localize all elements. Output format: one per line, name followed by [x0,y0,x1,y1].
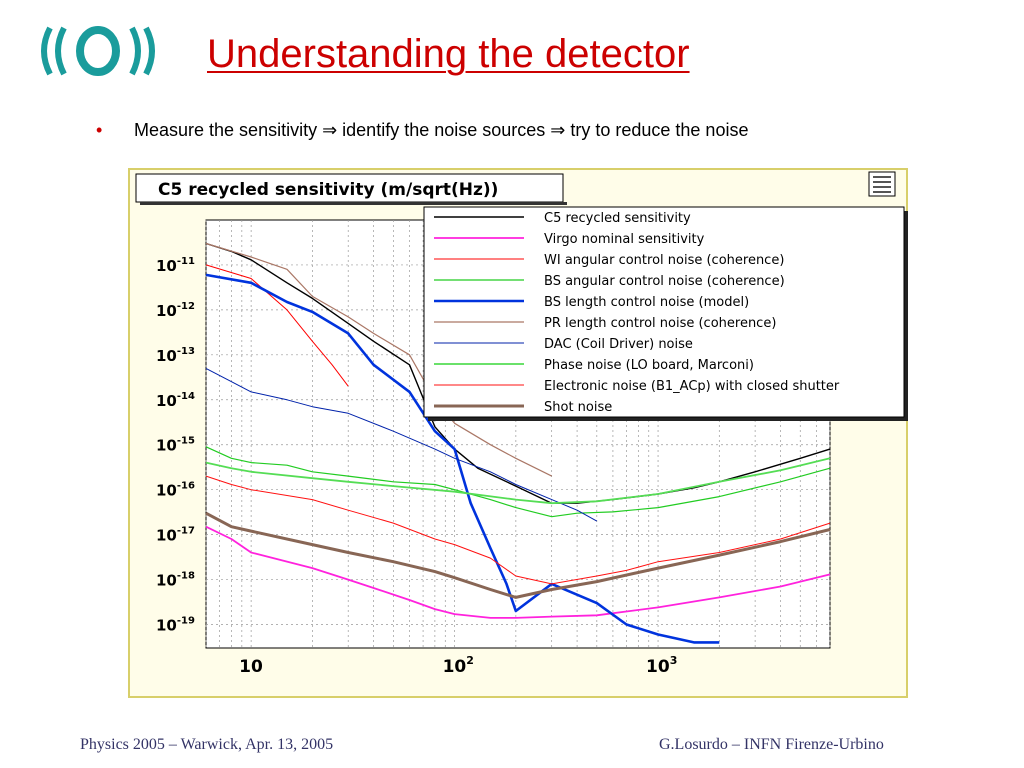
sensitivity-chart: 10-11 10-12 10-13 10-14 10-15 10-16 10-17 10-18… [135,171,908,677]
y-tick-label: 10-19 [156,615,195,634]
chart-title: C5 recycled sensitivity (m/sqrt(Hz)) [158,180,498,200]
legend-label: Electronic noise (B1_ACp) with closed sh… [544,379,840,394]
x-tick-label: 103 [646,654,677,677]
chart-title-shadow [140,202,567,205]
y-tick-label: 10-13 [156,346,195,365]
legend-label: Virgo nominal sensitivity [544,232,705,247]
bullet-marker: • [96,120,103,140]
legend-label: C5 recycled sensitivity [544,211,691,226]
series-line [205,511,831,599]
legend-label: Phase noise (LO board, Marconi) [544,358,754,373]
series-line [205,367,598,522]
y-tick-label: 10-12 [156,301,195,320]
footer-left: Physics 2005 – Warwick, Apr. 13, 2005 [80,736,334,753]
legend-items: C5 recycled sensitivity Virgo nominal sen… [434,211,840,415]
chart-title-box [135,173,564,203]
series-line [205,475,831,585]
x-tick-label: 10 [239,657,263,677]
stats-box-icon [868,171,896,197]
series-line [205,242,552,477]
curves [205,242,831,644]
x-axis-labels: 10 102 103 [239,654,677,677]
y-tick-label: 10-17 [156,526,195,545]
series-line [205,264,349,387]
legend-label: WI angular control noise (coherence) [544,253,784,268]
legend-label: PR length control noise (coherence) [544,316,776,331]
legend-label: DAC (Coil Driver) noise [544,337,693,352]
series-line [205,273,720,644]
bullet-item: • Measure the sensitivity ⇒ identify the … [96,120,748,141]
slide-title: Understanding the detector [207,32,690,76]
y-tick-label: 10-14 [156,391,195,410]
y-tick-label: 10-18 [156,571,195,590]
y-tick-label: 10-15 [156,436,195,455]
bullet-text: Measure the sensitivity ⇒ identify the n… [134,120,749,140]
footer-right: G.Losurdo – INFN Firenze-Urbino [659,736,884,753]
x-tick-label: 102 [443,654,474,677]
y-axis-labels: 10-11 10-12 10-13 10-14 10-15 10-16 10-17 10-18… [156,256,195,635]
virgo-logo-icon [41,26,155,76]
legend-label: Shot noise [544,400,612,415]
series-line [205,525,831,619]
legend-label: BS length control noise (model) [544,295,749,310]
legend [423,206,905,418]
y-tick-label: 10-11 [156,256,195,275]
legend-label: BS angular control noise (coherence) [544,274,785,289]
series-line [205,457,831,505]
y-tick-label: 10-16 [156,481,195,500]
